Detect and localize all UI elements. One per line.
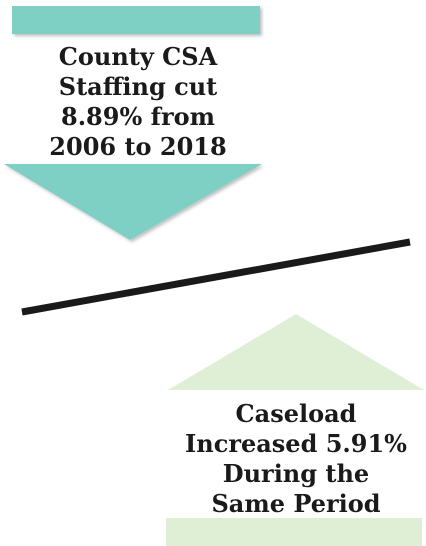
caseload-caption-line-4: Same Period [211, 489, 381, 518]
staffing-caption-line-1: County CSA [58, 42, 218, 71]
staffing-cut-caption: County CSA Staffing cut 8.89% from 2006 … [8, 42, 268, 162]
caseload-caption-line-1: Caseload [235, 399, 357, 428]
staffing-caption-line-2: Staffing cut [58, 72, 218, 101]
divider-line [21, 238, 411, 316]
bottom-green-bar [166, 518, 422, 546]
caseload-caption-line-3: During the [222, 459, 370, 488]
up-arrow-icon [168, 314, 424, 390]
caseload-caption-line-2: Increased 5.91% [185, 429, 407, 458]
down-arrow-icon [4, 164, 262, 240]
caseload-increase-caption: Caseload Increased 5.91% During the Same… [168, 399, 424, 519]
staffing-caption-line-3: 8.89% from [61, 102, 215, 131]
top-teal-bar [12, 6, 260, 34]
staffing-caption-line-4: 2006 to 2018 [49, 132, 227, 161]
